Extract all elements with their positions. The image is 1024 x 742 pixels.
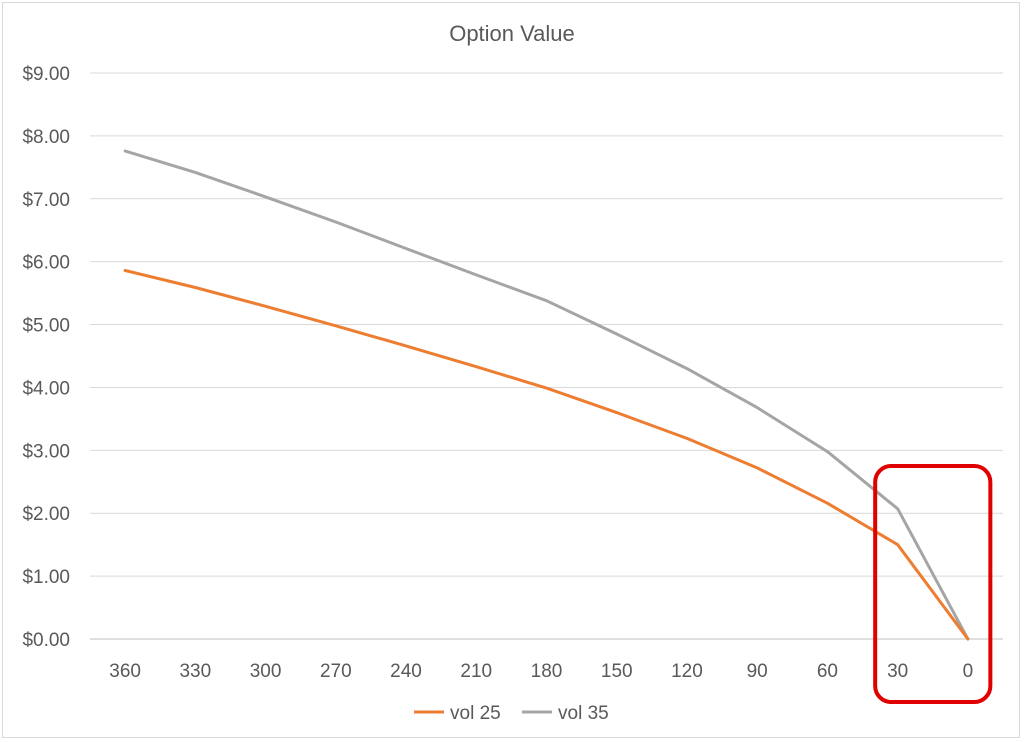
- x-tick-label: 0: [963, 661, 974, 682]
- x-tick-label: 120: [671, 661, 703, 682]
- x-tick-label: 180: [531, 661, 563, 682]
- x-tick-label: 90: [747, 661, 768, 682]
- x-tick-label: 210: [460, 661, 492, 682]
- legend-label: vol 35: [558, 703, 609, 724]
- y-tick-label: $1.00: [22, 567, 70, 588]
- x-tick-label: 360: [109, 661, 141, 682]
- series-line-vol-35: [123, 149, 970, 641]
- y-tick-label: $6.00: [22, 253, 70, 274]
- y-tick-label: $0.00: [22, 630, 70, 651]
- y-tick-label: $9.00: [22, 64, 70, 85]
- highlight-box: [873, 464, 993, 704]
- x-tick-label: 150: [601, 661, 633, 682]
- series-lines: [123, 149, 970, 641]
- y-tick-label: $4.00: [22, 378, 70, 399]
- x-axis-labels: 360 330 300 270 240 210 180 150 120 90 60 30 0: [109, 661, 973, 682]
- highlight-rectangle: [873, 464, 993, 704]
- series-line-vol-25: [123, 269, 970, 641]
- y-tick-label: $2.00: [22, 504, 70, 525]
- legend: vol 25 vol 35: [414, 703, 609, 724]
- legend-label: vol 25: [450, 703, 501, 724]
- y-tick-label: $7.00: [22, 190, 70, 211]
- x-tick-label: 240: [390, 661, 422, 682]
- x-tick-label: 60: [817, 661, 838, 682]
- y-tick-label: $5.00: [22, 316, 70, 337]
- y-tick-label: $8.00: [22, 127, 70, 148]
- x-tick-label: 270: [320, 661, 352, 682]
- gridlines: [90, 72, 1003, 640]
- chart-title: Option Value: [449, 21, 575, 46]
- y-tick-label: $3.00: [22, 441, 70, 462]
- y-axis-labels: $0.00 $1.00 $2.00 $3.00 $4.00 $5.00 $6.00 $7.00…: [22, 64, 70, 651]
- x-tick-label: 330: [179, 661, 211, 682]
- x-tick-label: 30: [887, 661, 908, 682]
- x-tick-label: 300: [250, 661, 282, 682]
